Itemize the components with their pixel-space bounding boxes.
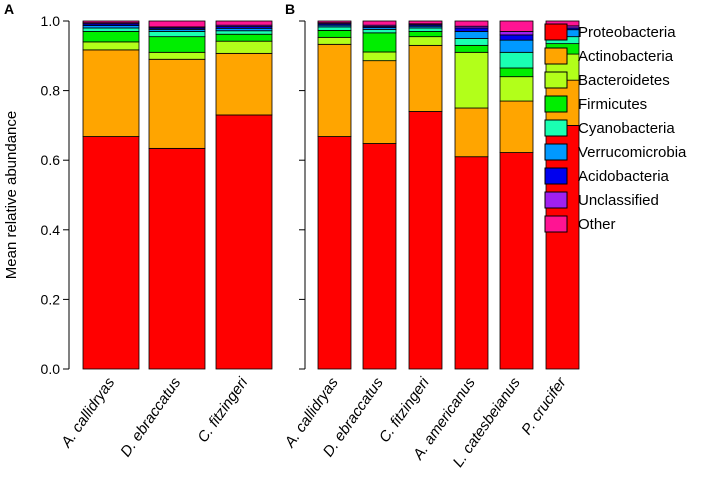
bar-segment-a-c-fitzingeri-proteobacteria xyxy=(215,114,273,370)
panel-label-a: A xyxy=(4,1,14,17)
bar-segment-b-d-ebraccatus-other xyxy=(362,20,397,26)
y-tick-label-5: 1.0 xyxy=(41,13,61,29)
bar-segment-b-l-catesbeianus-other xyxy=(499,20,534,32)
legend-swatch-bacteroidetes xyxy=(544,71,568,89)
bar-segment-b-a-americanus-actinobacteria xyxy=(454,107,489,158)
bar-segment-b-a-americanus-firmicutes xyxy=(454,44,489,53)
category-label-a-c-fitzingeri: C. fitzingeri xyxy=(194,374,251,446)
bar-segment-b-a-callidryas-actinobacteria xyxy=(317,43,352,137)
bar-segment-b-a-americanus-proteobacteria xyxy=(454,156,489,370)
bar-segment-b-a-americanus-other xyxy=(454,20,489,27)
bars-a xyxy=(82,20,273,370)
legend-swatch-cyanobacteria xyxy=(544,119,568,137)
bar-segment-b-d-ebraccatus-bacteroidetes xyxy=(362,51,397,62)
legend-label-actinobacteria: Actinobacteria xyxy=(578,48,674,65)
bar-segment-b-a-americanus-bacteroidetes xyxy=(454,51,489,109)
legend-swatch-verrucomicrobia xyxy=(544,143,568,161)
bar-segment-b-l-catesbeianus-acidobacteria xyxy=(499,34,534,41)
bar-segment-b-c-fitzingeri-proteobacteria xyxy=(408,111,443,370)
bar-segment-b-l-catesbeianus-cyanobacteria xyxy=(499,51,534,69)
bar-segment-a-a-callidryas-firmicutes xyxy=(82,31,140,43)
bar-segment-b-l-catesbeianus-bacteroidetes xyxy=(499,76,534,102)
bar-segment-b-d-ebraccatus-proteobacteria xyxy=(362,143,397,370)
bar-segment-b-a-callidryas-cyanobacteria xyxy=(317,26,352,31)
panel-label-b: B xyxy=(285,1,295,17)
bar-segment-a-d-ebraccatus-other xyxy=(148,20,206,28)
legend-swatch-actinobacteria xyxy=(544,47,568,65)
category-label-a-a-callidryas: A. callidryas xyxy=(57,374,118,451)
bar-segment-b-c-fitzingeri-bacteroidetes xyxy=(408,36,443,46)
bar-segment-a-a-callidryas-bacteroidetes xyxy=(82,41,140,51)
bar-segment-b-l-catesbeianus-verrucomicrobia xyxy=(499,39,534,53)
legend-swatch-proteobacteria xyxy=(544,23,568,41)
bar-segment-b-c-fitzingeri-actinobacteria xyxy=(408,44,443,112)
bar-segment-a-a-callidryas-cyanobacteria xyxy=(82,27,140,32)
y-tick-label-1: 0.2 xyxy=(41,291,61,307)
bar-segment-b-a-americanus-verrucomicrobia xyxy=(454,31,489,39)
bar-segment-b-d-ebraccatus-actinobacteria xyxy=(362,60,397,144)
bar-segment-b-a-americanus-cyanobacteria xyxy=(454,38,489,46)
legend-label-acidobacteria: Acidobacteria xyxy=(578,168,670,185)
legend-swatch-other xyxy=(544,215,568,233)
bar-segment-b-a-callidryas-other xyxy=(317,20,352,24)
bar-segment-b-a-callidryas-firmicutes xyxy=(317,29,352,38)
legend-label-verrucomicrobia: Verrucomicrobia xyxy=(578,144,687,161)
bar-segment-b-c-fitzingeri-firmicutes xyxy=(408,31,443,38)
bar-segment-b-p-crucifer-proteobacteria xyxy=(545,125,580,370)
bar-segment-b-d-ebraccatus-firmicutes xyxy=(362,32,397,53)
bar-segment-a-d-ebraccatus-actinobacteria xyxy=(148,58,206,149)
bar-segment-a-d-ebraccatus-firmicutes xyxy=(148,36,206,53)
legend-label-firmicutes: Firmicutes xyxy=(578,96,647,113)
y-axis-title: Mean relative abundance xyxy=(3,111,20,279)
y-tick-label-2: 0.4 xyxy=(41,222,61,238)
y-tick-label-0: 0.0 xyxy=(41,361,61,377)
bar-segment-a-c-fitzingeri-cyanobacteria xyxy=(215,30,273,35)
legend-label-bacteroidetes: Bacteroidetes xyxy=(578,72,670,89)
bar-segment-b-l-catesbeianus-unclassified xyxy=(499,31,534,36)
legend-label-unclassified: Unclassified xyxy=(578,192,659,209)
bar-segment-a-d-ebraccatus-proteobacteria xyxy=(148,147,206,370)
category-label-b-p-crucifer: P. crucifer xyxy=(518,374,570,438)
bars-b xyxy=(317,20,580,370)
legend-label-cyanobacteria: Cyanobacteria xyxy=(578,120,675,137)
bar-segment-b-l-catesbeianus-proteobacteria xyxy=(499,152,534,370)
legend: Proteobacteria Actinobacteria Bacteroidete… xyxy=(544,23,687,233)
bar-segment-b-c-fitzingeri-cyanobacteria xyxy=(408,27,443,32)
bar-segment-a-a-callidryas-actinobacteria xyxy=(82,49,140,137)
bar-segment-b-l-catesbeianus-firmicutes xyxy=(499,67,534,78)
y-axis-a: 0.0 0.2 0.4 0.6 0.8 1.0 xyxy=(41,13,70,377)
y-tick-label-3: 0.6 xyxy=(41,152,61,168)
bar-segment-a-c-fitzingeri-firmicutes xyxy=(215,33,273,42)
legend-swatch-unclassified xyxy=(544,191,568,209)
legend-label-other: Other xyxy=(578,216,616,233)
bar-segment-b-a-callidryas-proteobacteria xyxy=(317,136,352,370)
legend-swatch-firmicutes xyxy=(544,95,568,113)
bar-segment-b-c-fitzingeri-other xyxy=(408,20,443,25)
y-tick-label-4: 0.8 xyxy=(41,83,61,99)
bar-segment-a-d-ebraccatus-bacteroidetes xyxy=(148,51,206,60)
bar-segment-b-l-catesbeianus-actinobacteria xyxy=(499,100,534,153)
y-axis-b xyxy=(299,20,306,370)
bar-segment-a-c-fitzingeri-other xyxy=(215,20,273,26)
bar-segment-a-a-callidryas-proteobacteria xyxy=(82,136,140,370)
bar-segment-b-a-callidryas-bacteroidetes xyxy=(317,36,352,45)
legend-label-proteobacteria: Proteobacteria xyxy=(578,24,676,41)
bar-segment-a-c-fitzingeri-bacteroidetes xyxy=(215,40,273,54)
legend-swatch-acidobacteria xyxy=(544,167,568,185)
bar-segment-a-c-fitzingeri-actinobacteria xyxy=(215,52,273,116)
bar-segment-b-d-ebraccatus-cyanobacteria xyxy=(362,28,397,34)
bar-segment-a-d-ebraccatus-cyanobacteria xyxy=(148,31,206,38)
bar-segment-a-a-callidryas-other xyxy=(82,20,140,24)
category-label-a-d-ebraccatus: D. ebraccatus xyxy=(117,374,184,460)
bar-segment-b-a-americanus-acidobacteria xyxy=(454,27,489,32)
